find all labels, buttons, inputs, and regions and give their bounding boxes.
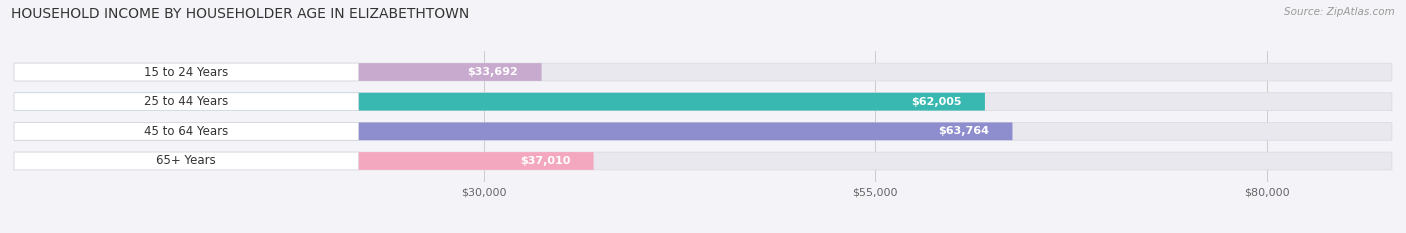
Text: 25 to 44 Years: 25 to 44 Years xyxy=(145,95,228,108)
Text: 45 to 64 Years: 45 to 64 Years xyxy=(145,125,228,138)
FancyBboxPatch shape xyxy=(14,93,359,111)
FancyBboxPatch shape xyxy=(14,152,359,170)
FancyBboxPatch shape xyxy=(14,122,359,140)
Text: $62,005: $62,005 xyxy=(911,97,962,107)
FancyBboxPatch shape xyxy=(14,63,359,81)
Text: $63,764: $63,764 xyxy=(938,126,988,136)
FancyBboxPatch shape xyxy=(14,152,1392,170)
FancyBboxPatch shape xyxy=(14,63,541,81)
Text: HOUSEHOLD INCOME BY HOUSEHOLDER AGE IN ELIZABETHTOWN: HOUSEHOLD INCOME BY HOUSEHOLDER AGE IN E… xyxy=(11,7,470,21)
FancyBboxPatch shape xyxy=(14,93,986,111)
FancyBboxPatch shape xyxy=(14,93,1392,111)
FancyBboxPatch shape xyxy=(14,152,593,170)
FancyBboxPatch shape xyxy=(14,122,1392,140)
Text: $37,010: $37,010 xyxy=(520,156,569,166)
FancyBboxPatch shape xyxy=(14,63,1392,81)
Text: 65+ Years: 65+ Years xyxy=(156,154,217,168)
Text: Source: ZipAtlas.com: Source: ZipAtlas.com xyxy=(1284,7,1395,17)
FancyBboxPatch shape xyxy=(14,122,1012,140)
Text: $33,692: $33,692 xyxy=(467,67,519,77)
Text: 15 to 24 Years: 15 to 24 Years xyxy=(145,65,228,79)
